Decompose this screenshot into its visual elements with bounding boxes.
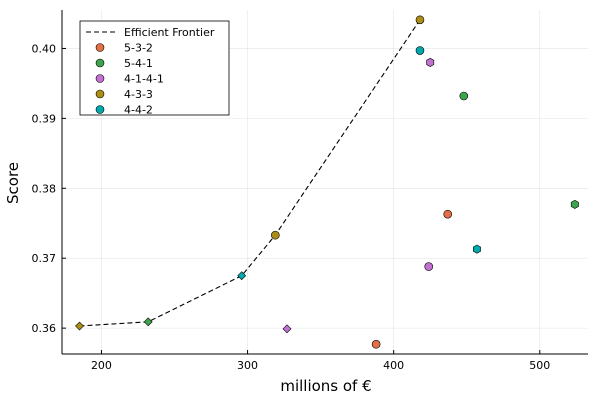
x-tick-label: 200 (91, 359, 112, 372)
legend-label-4-4-2: 4-4-2 (124, 104, 153, 117)
legend-swatch-4-3-3 (95, 89, 105, 99)
legend-label-4-3-3: 4-3-3 (124, 88, 153, 101)
efficient-frontier-line (79, 19, 421, 327)
point-5-4-1 (459, 91, 469, 101)
axis-ticks: 200 300 400 500 0.36 0.37 0.38 0.39 0.40 (32, 42, 551, 372)
legend: Efficient Frontier 5-3-2 5-4-1 4-1-4-1 4-3-3… (79, 20, 230, 117)
point-4-1-4-1 (426, 57, 435, 67)
legend-swatch-4-4-2 (95, 105, 105, 114)
point-5-4-1 (143, 317, 153, 327)
legend-label-5-4-1: 5-4-1 (124, 57, 153, 70)
legend-frontier-label: Efficient Frontier (124, 26, 215, 39)
y-tick-label: 0.40 (32, 42, 57, 55)
point-4-3-3 (415, 15, 425, 25)
y-tick-label: 0.38 (32, 182, 57, 195)
legend-swatch-5-3-2 (95, 43, 105, 52)
data-points (75, 15, 579, 349)
point-5-3-2 (443, 209, 453, 219)
y-tick-label: 0.39 (32, 112, 57, 125)
legend-swatch-4-1-4-1 (95, 74, 105, 83)
frontier-line (79, 19, 421, 327)
point-4-1-4-1 (424, 262, 434, 271)
legend-label-5-3-2: 5-3-2 (124, 42, 153, 55)
y-tick-label: 0.36 (32, 322, 57, 335)
point-4-4-2 (415, 46, 425, 55)
point-4-3-3 (271, 230, 280, 240)
y-tick-label: 0.37 (32, 252, 57, 265)
point-4-4-2 (237, 271, 247, 281)
point-4-4-2 (473, 244, 481, 254)
point-5-4-1 (570, 199, 579, 209)
x-tick-label: 300 (237, 359, 258, 372)
x-tick-label: 500 (529, 359, 550, 372)
x-axis-label: millions of € (280, 377, 371, 395)
point-4-1-4-1 (282, 324, 292, 334)
point-5-3-2 (371, 339, 381, 349)
point-4-3-3 (75, 321, 84, 331)
legend-label-4-1-4-1: 4-1-4-1 (124, 73, 164, 86)
legend-swatch-5-4-1 (95, 58, 105, 68)
y-axis-label: Score (4, 162, 22, 204)
x-tick-label: 400 (383, 359, 404, 372)
plot-frame (61, 10, 588, 355)
legend-box (79, 20, 230, 116)
